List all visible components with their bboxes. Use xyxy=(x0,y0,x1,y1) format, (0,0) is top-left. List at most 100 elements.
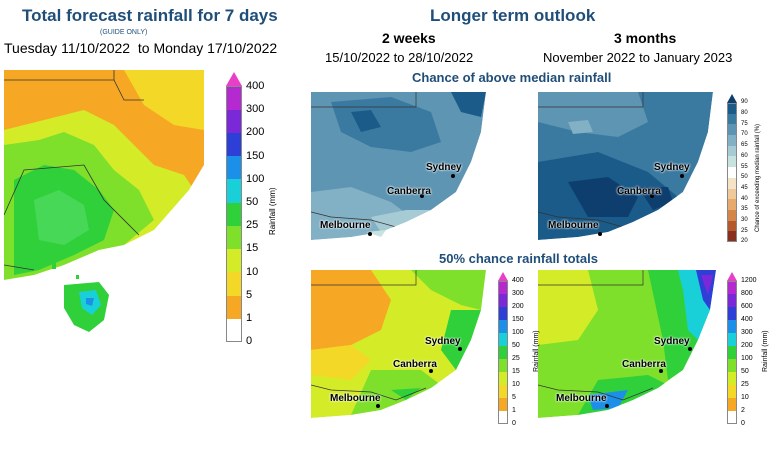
sydney-label: Sydney xyxy=(426,162,462,173)
left-dates: Tuesday 11/10/2022 to Monday 17/10/2022 xyxy=(4,40,278,56)
colorbar-tick-label: 5 xyxy=(246,288,253,301)
colorbar-tick-label: 5 xyxy=(512,393,516,401)
colorbar-tick-label: 300 xyxy=(246,103,265,116)
canberra-label: Canberra xyxy=(387,186,431,197)
colorbar-tick-label: 10 xyxy=(246,265,259,278)
colorbar-tick-label: 100 xyxy=(246,172,265,185)
colorbar-outline xyxy=(727,281,737,424)
colorbar-tick-label: 65 xyxy=(741,142,748,149)
colorbar-tick-label: 30 xyxy=(741,217,748,223)
colorbar-tick-label: 25 xyxy=(512,354,520,362)
rainfall-colorbar: 400 300 200 150 100 50 25 15 10 5 1 0 xyxy=(226,72,264,347)
colorbar-tick-label: 45 xyxy=(741,184,748,191)
colorbar-tick-label: 10 xyxy=(741,393,749,401)
sydney-dot xyxy=(451,174,455,178)
colorbar-tick-label: 300 xyxy=(512,289,524,297)
sydney-dot xyxy=(688,347,692,351)
sydney-dot xyxy=(680,174,684,178)
canberra-label: Canberra xyxy=(393,359,437,370)
colorbar-tip xyxy=(498,272,508,281)
colorbar-tick-label: 200 xyxy=(246,126,265,139)
colorbar-tick-label: 25 xyxy=(741,380,749,388)
colorbar-tip xyxy=(727,272,737,281)
colorbar-tick-label: 800 xyxy=(741,289,753,297)
two-week-rainfall-colorbar: 400 300 200 150 100 50 25 15 10 5 1 0 xyxy=(498,272,524,427)
colorbar-tick-label: 400 xyxy=(741,315,753,323)
three-month-probability-map xyxy=(538,92,718,244)
colorbar-tick-label: 150 xyxy=(512,315,524,323)
colorbar-tick-label: 25 xyxy=(741,227,748,234)
canberra-dot xyxy=(659,369,663,373)
three-month-rainfall-colorbar: 1200 800 600 400 300 200 100 50 25 10 2 0 xyxy=(727,272,757,427)
colorbar-tick-label: 50 xyxy=(246,195,259,208)
row2-title: 50% chance rainfall totals xyxy=(439,251,598,266)
melbourne-label: Melbourne xyxy=(556,393,607,404)
two-week-rainfall-legend-label: Rainfall (mm) xyxy=(533,330,540,372)
left-subtitle: (GUIDE ONLY) xyxy=(100,29,148,36)
two-week-probability-map xyxy=(311,92,491,244)
sydney-label: Sydney xyxy=(654,162,690,173)
colorbar-tick-label: 600 xyxy=(741,302,753,310)
colorbar-tip xyxy=(727,94,737,103)
canberra-label: Canberra xyxy=(622,359,666,370)
colorbar-tick-label: 40 xyxy=(741,195,748,202)
three-month-rainfall-legend-label: Rainfall (mm) xyxy=(762,330,769,372)
colorbar-tick-label: 90 xyxy=(741,99,748,106)
colorbar-tick-label: 200 xyxy=(741,341,753,349)
colorbar-outline xyxy=(226,86,242,342)
colorbar-tick-label: 35 xyxy=(741,206,748,213)
col2-head: 3 months xyxy=(614,30,677,46)
colorbar-tick-label: 200 xyxy=(512,302,524,310)
colorbar-tick-label: 2 xyxy=(741,406,745,414)
colorbar-tick-label: 1 xyxy=(512,406,516,414)
melbourne-dot xyxy=(368,232,372,236)
colorbar-tick-label: 10 xyxy=(512,380,520,388)
sydney-label: Sydney xyxy=(654,336,690,347)
melbourne-label: Melbourne xyxy=(330,393,381,404)
colorbar-tick-label: 25 xyxy=(246,219,259,232)
forecast-rainfall-map xyxy=(4,70,204,340)
colorbar-tick-label: 1 xyxy=(246,312,253,325)
right-title: Longer term outlook xyxy=(430,6,596,25)
colorbar-outline xyxy=(498,281,508,424)
colorbar-tick-label: 15 xyxy=(512,367,520,375)
colorbar-tick-label: 20 xyxy=(741,238,748,245)
colorbar-tick-label: 70 xyxy=(741,131,748,138)
colorbar-tick-label: 150 xyxy=(246,149,265,162)
row1-title: Chance of above median rainfall xyxy=(412,70,612,85)
colorbar-tick-label: 0 xyxy=(246,335,253,348)
colorbar-tip xyxy=(226,72,242,86)
two-week-rainfall-map xyxy=(311,270,491,420)
colorbar-tick-label: 80 xyxy=(741,110,748,117)
colorbar-tick-label: 50 xyxy=(741,367,749,375)
melbourne-dot xyxy=(376,404,380,408)
colorbar-tick-label: 50 xyxy=(741,174,748,181)
colorbar-tick-label: 55 xyxy=(741,163,748,170)
colorbar-tick-label: 300 xyxy=(741,328,753,336)
three-month-rainfall-map xyxy=(538,270,720,420)
canberra-label: Canberra xyxy=(617,186,661,197)
melbourne-label: Melbourne xyxy=(320,220,371,231)
colorbar-tick-label: 100 xyxy=(741,354,753,362)
colorbar-tick-label: 1200 xyxy=(741,276,757,284)
rainfall-legend-label: Rainfall (mm) xyxy=(268,187,277,235)
colorbar-tick-label: 400 xyxy=(512,276,524,284)
colorbar-tick-label: 100 xyxy=(512,328,524,336)
colorbar-tick-label: 400 xyxy=(246,79,265,92)
probability-colorbar: 90 80 75 70 65 60 55 50 45 40 35 30 25 20 xyxy=(727,94,748,244)
canberra-dot xyxy=(650,194,654,198)
melbourne-dot xyxy=(598,232,602,236)
sydney-dot xyxy=(458,347,462,351)
col1-dates: 15/10/2022 to 28/10/2022 xyxy=(325,50,474,65)
canberra-dot xyxy=(420,194,424,198)
colorbar-tick-label: 0 xyxy=(741,419,745,427)
colorbar-tick-label: 75 xyxy=(741,120,748,127)
melbourne-label: Melbourne xyxy=(548,220,599,231)
colorbar-tick-label: 60 xyxy=(741,152,748,159)
colorbar-tick-label: 15 xyxy=(246,242,259,255)
colorbar-outline xyxy=(727,103,737,242)
col1-head: 2 weeks xyxy=(382,30,436,46)
left-title: Total forecast rainfall for 7 days xyxy=(22,6,278,25)
col2-dates: November 2022 to January 2023 xyxy=(543,50,733,65)
canberra-dot xyxy=(429,369,433,373)
